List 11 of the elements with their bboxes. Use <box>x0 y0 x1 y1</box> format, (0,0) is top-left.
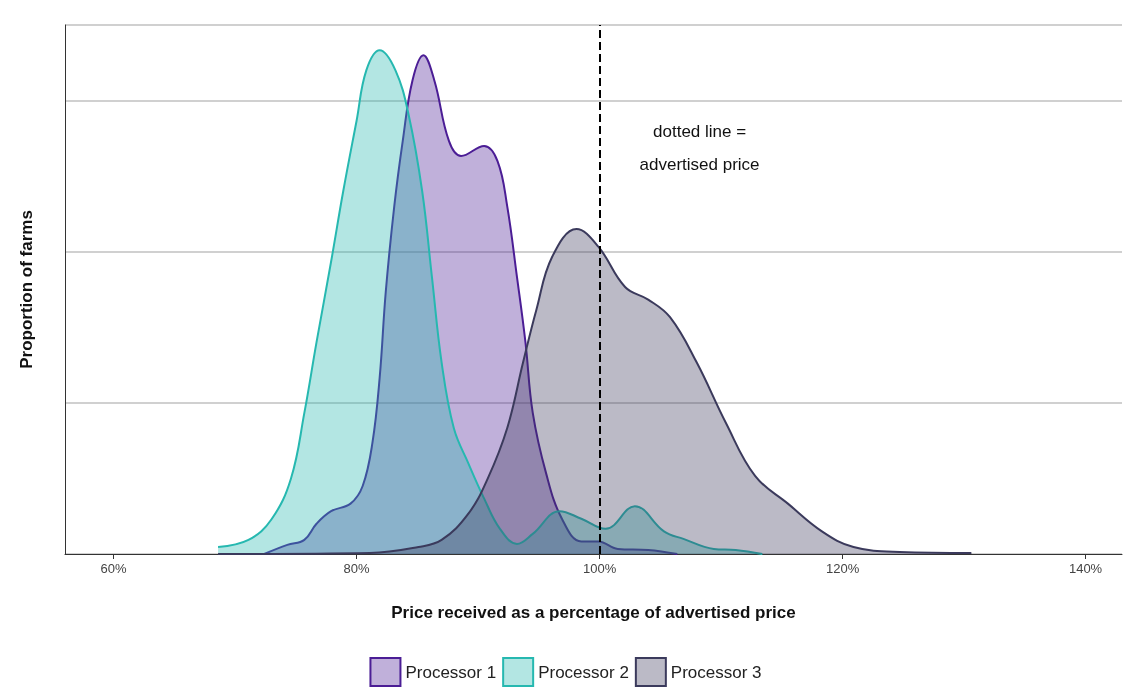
legend-label: Processor 2 <box>538 662 629 682</box>
x-tick-label: 120% <box>825 561 860 576</box>
x-tick-label: 60% <box>100 561 128 576</box>
x-tick-label: 100% <box>582 561 617 576</box>
y-axis-title: Proportion of farms <box>17 210 36 369</box>
x-axis-title: Price received as a percentage of advertised price <box>391 603 796 622</box>
legend-label: Processor 3 <box>670 662 762 682</box>
x-tick-label: 140% <box>1068 561 1103 576</box>
x-tick-label: 80% <box>343 561 371 576</box>
legend-label: Processor 1 <box>405 662 497 682</box>
annotation: dotted line = advertised price <box>639 122 760 174</box>
